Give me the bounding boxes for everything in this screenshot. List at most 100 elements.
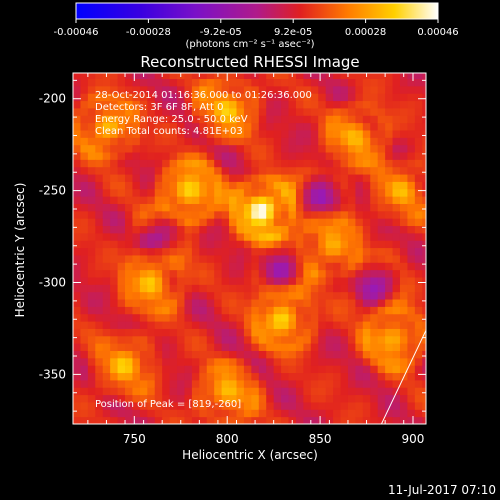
heatmap-cell	[95, 181, 104, 190]
heatmap-cell	[385, 269, 394, 278]
heatmap-cell	[214, 232, 223, 241]
heatmap-cell	[399, 115, 408, 124]
heatmap-cell	[73, 159, 81, 168]
heatmap-cell	[125, 188, 133, 197]
heatmap-cell	[392, 188, 401, 197]
heatmap-cell	[154, 232, 163, 241]
heatmap-cell	[125, 129, 133, 138]
heatmap-cell	[385, 240, 394, 249]
heatmap-cell	[347, 335, 356, 344]
heatmap-cell	[288, 299, 297, 307]
heatmap-cell	[199, 115, 208, 124]
heatmap-cell	[266, 379, 275, 388]
heatmap-cell	[266, 335, 275, 344]
heatmap-cell	[132, 262, 141, 271]
heatmap-cell	[87, 313, 96, 322]
heatmap-cell	[102, 387, 111, 396]
heatmap-cell	[95, 100, 104, 109]
heatmap-cell	[295, 218, 304, 227]
heatmap-cell	[80, 372, 89, 381]
heatmap-cell	[95, 313, 104, 322]
heatmap-cell	[273, 416, 282, 424]
heatmap-cell	[169, 372, 178, 381]
heatmap-cell	[370, 174, 379, 182]
heatmap-cell	[362, 159, 371, 168]
heatmap-cell	[132, 174, 141, 182]
heatmap-cell	[288, 313, 297, 322]
heatmap-cell	[414, 188, 423, 197]
heatmap-cell	[258, 174, 267, 182]
heatmap-cell	[266, 85, 275, 94]
heatmap-cell	[303, 262, 312, 271]
heatmap-cell	[333, 269, 342, 278]
heatmap-cell	[154, 240, 163, 249]
heatmap-cell	[162, 350, 171, 359]
heatmap-cell	[385, 416, 394, 424]
heatmap-cell	[266, 225, 275, 234]
limb-line	[380, 330, 427, 425]
heatmap-cell	[147, 196, 156, 204]
heatmap-cell	[243, 379, 252, 388]
heatmap-cell	[422, 269, 426, 278]
heatmap-cell	[310, 100, 319, 109]
heatmap-cell	[258, 379, 267, 388]
heatmap-cell	[206, 93, 215, 102]
heatmap-cell	[147, 335, 156, 344]
heatmap-cell	[184, 291, 193, 300]
heatmap-cell	[162, 254, 171, 263]
heatmap-cell	[125, 225, 133, 234]
heatmap-cell	[236, 387, 245, 396]
heatmap-cell	[73, 365, 81, 374]
heatmap-cell	[325, 299, 334, 307]
heatmap-cell	[407, 343, 416, 351]
heatmap-cell	[251, 100, 260, 109]
heatmap-cell	[147, 328, 156, 337]
heatmap-cell	[295, 159, 304, 168]
heatmap-cell	[318, 152, 327, 160]
heatmap-cell	[117, 210, 126, 219]
heatmap-cell	[229, 350, 237, 359]
heatmap-cell	[422, 225, 426, 234]
heatmap-cell	[355, 306, 364, 315]
heatmap-cell	[80, 73, 89, 80]
heatmap-cell	[177, 225, 185, 234]
heatmap-cell	[295, 306, 304, 315]
heatmap-cell	[273, 188, 282, 197]
heatmap-cell	[362, 210, 371, 219]
heatmap-cell	[333, 401, 342, 410]
heatmap-cell	[154, 73, 163, 80]
heatmap-cell	[243, 129, 252, 138]
heatmap-cell	[139, 379, 148, 388]
heatmap-cell	[95, 218, 104, 227]
heatmap-cell	[392, 328, 401, 337]
heatmap-cell	[214, 240, 223, 249]
heatmap-cell	[385, 299, 394, 307]
heatmap-cell	[385, 379, 394, 388]
heatmap-cell	[110, 394, 119, 403]
heatmap-cell	[206, 306, 215, 315]
heatmap-cell	[214, 203, 223, 212]
heatmap-cell	[399, 299, 408, 307]
heatmap-cell	[370, 100, 379, 109]
heatmap-cell	[385, 247, 394, 256]
heatmap-cell	[95, 152, 104, 160]
heatmap-cell	[266, 291, 275, 300]
heatmap-cell	[318, 174, 327, 182]
heatmap-cell	[214, 328, 223, 337]
heatmap-cell	[199, 152, 208, 160]
heatmap-cell	[347, 343, 356, 351]
heatmap-cell	[162, 306, 171, 315]
heatmap-cell	[162, 357, 171, 366]
heatmap-cell	[221, 73, 230, 80]
heatmap-cell	[310, 78, 319, 87]
heatmap-cell	[214, 181, 223, 190]
heatmap-cell	[139, 144, 148, 153]
footer-timestamp: 11-Jul-2017 07:10	[388, 483, 496, 497]
heatmap-cell	[407, 416, 416, 424]
heatmap-cell	[110, 313, 119, 322]
heatmap-cell	[139, 100, 148, 109]
heatmap-cell	[310, 232, 319, 241]
heatmap-cell	[355, 152, 364, 160]
heatmap-cell	[169, 262, 178, 271]
heatmap-cell	[281, 73, 290, 80]
